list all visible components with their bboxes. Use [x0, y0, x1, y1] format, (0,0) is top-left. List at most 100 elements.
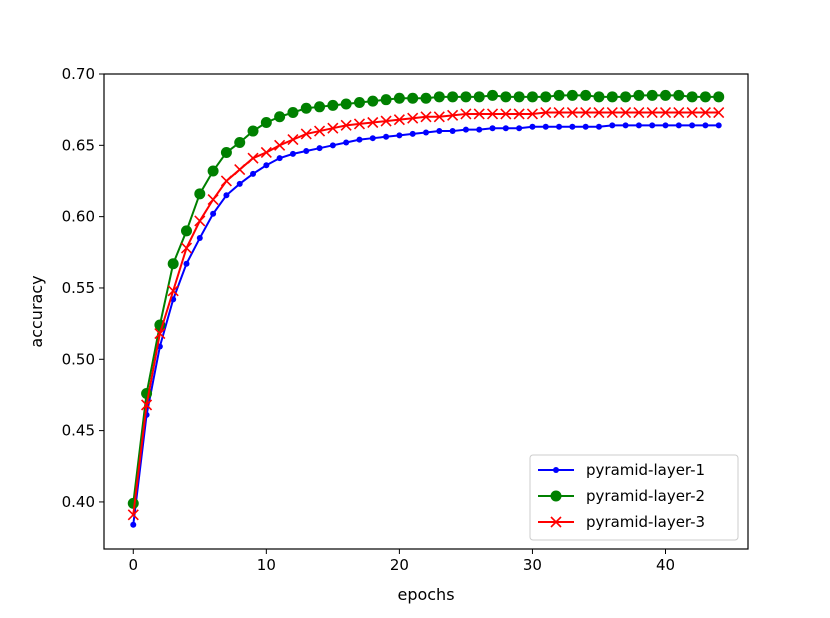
x-marker-stroke	[327, 122, 339, 134]
x-marker-stroke	[180, 242, 193, 254]
x-tick-label: 30	[523, 556, 542, 574]
data-point	[353, 97, 365, 109]
data-point	[380, 115, 392, 127]
data-point	[673, 89, 685, 101]
legend-entry: pyramid-layer-2	[538, 487, 705, 505]
data-point	[343, 139, 350, 146]
data-point	[460, 108, 472, 120]
x-marker-stroke	[287, 134, 299, 146]
data-point	[473, 108, 485, 120]
data-point	[407, 92, 419, 104]
x-marker-stroke	[526, 108, 539, 120]
x-marker-stroke	[447, 109, 459, 121]
data-point	[662, 122, 669, 129]
data-point	[329, 142, 336, 149]
data-point	[327, 99, 339, 111]
data-point	[633, 89, 645, 101]
data-point	[500, 91, 512, 103]
data-point	[260, 116, 272, 128]
x-marker-stroke	[234, 164, 246, 176]
data-point	[207, 165, 219, 177]
x-marker-stroke	[274, 139, 286, 151]
data-point	[449, 128, 456, 135]
data-point	[620, 106, 632, 119]
data-point	[383, 133, 390, 140]
x-marker-stroke	[127, 509, 139, 521]
data-point	[180, 225, 192, 237]
data-point	[516, 125, 523, 132]
x-marker-stroke	[646, 106, 658, 119]
y-tick-label: 0.45	[62, 422, 95, 440]
data-point	[580, 89, 592, 101]
x-axis: 0 10 20 30 40	[128, 549, 675, 574]
data-point	[513, 108, 525, 120]
x-marker-stroke	[566, 106, 578, 119]
data-point	[649, 122, 656, 129]
data-point	[436, 128, 443, 135]
x-marker-stroke	[513, 108, 525, 120]
legend-label: pyramid-layer-2	[586, 487, 705, 505]
data-point	[141, 399, 153, 411]
x-tick-label: 20	[390, 556, 409, 574]
y-tick-label: 0.60	[62, 208, 95, 226]
x-marker-stroke	[486, 108, 499, 120]
data-point	[713, 106, 725, 119]
x-marker-stroke	[313, 125, 326, 137]
data-point	[556, 123, 563, 130]
x-marker-stroke	[167, 285, 179, 297]
y-axis: 0.40 0.45 0.50 0.55 0.60 0.65 0.70	[62, 65, 104, 511]
data-point	[130, 521, 137, 528]
data-point	[194, 188, 206, 200]
x-marker-stroke	[500, 108, 512, 120]
data-point	[633, 106, 645, 119]
data-point	[460, 91, 472, 103]
data-point	[473, 91, 485, 103]
legend-entry: pyramid-layer-1	[538, 461, 705, 479]
data-point	[529, 123, 536, 130]
data-point	[550, 516, 562, 528]
data-point	[606, 91, 618, 103]
legend-label: pyramid-layer-1	[586, 461, 705, 479]
data-point	[566, 89, 578, 101]
data-point	[580, 106, 592, 119]
data-point	[276, 155, 283, 162]
data-point	[236, 180, 243, 187]
x-marker-stroke	[300, 128, 312, 140]
data-point	[300, 102, 312, 114]
series-line	[132, 94, 719, 504]
data-point	[462, 126, 469, 133]
data-point	[409, 130, 416, 137]
x-marker-stroke	[420, 111, 432, 123]
y-tick-label: 0.65	[62, 136, 95, 154]
data-point	[167, 285, 179, 297]
x-marker-stroke	[393, 114, 405, 126]
data-point	[593, 106, 605, 119]
data-point	[393, 92, 405, 104]
x-marker-stroke	[380, 115, 392, 127]
data-point	[595, 123, 602, 130]
data-point	[542, 123, 549, 130]
x-marker-stroke	[580, 106, 592, 119]
y-tick-label: 0.50	[62, 350, 95, 368]
data-point	[513, 91, 525, 103]
x-marker-stroke	[593, 106, 605, 119]
x-marker-stroke	[260, 146, 272, 159]
axes-frame	[103, 73, 749, 550]
data-point	[313, 125, 326, 137]
data-point	[486, 108, 499, 120]
data-point	[420, 111, 432, 123]
x-marker-stroke	[659, 106, 672, 119]
data-point	[369, 135, 376, 142]
legend-entry: pyramid-layer-3	[538, 513, 705, 531]
data-point	[340, 119, 352, 131]
data-point	[713, 91, 725, 103]
data-point	[327, 122, 339, 134]
legend-box	[529, 454, 739, 541]
data-point	[433, 111, 445, 123]
data-point	[699, 91, 711, 103]
data-point	[566, 106, 578, 119]
series-pyramid-layer-1	[130, 122, 722, 528]
data-point	[247, 152, 259, 164]
data-point	[210, 210, 217, 217]
data-point	[340, 98, 352, 110]
